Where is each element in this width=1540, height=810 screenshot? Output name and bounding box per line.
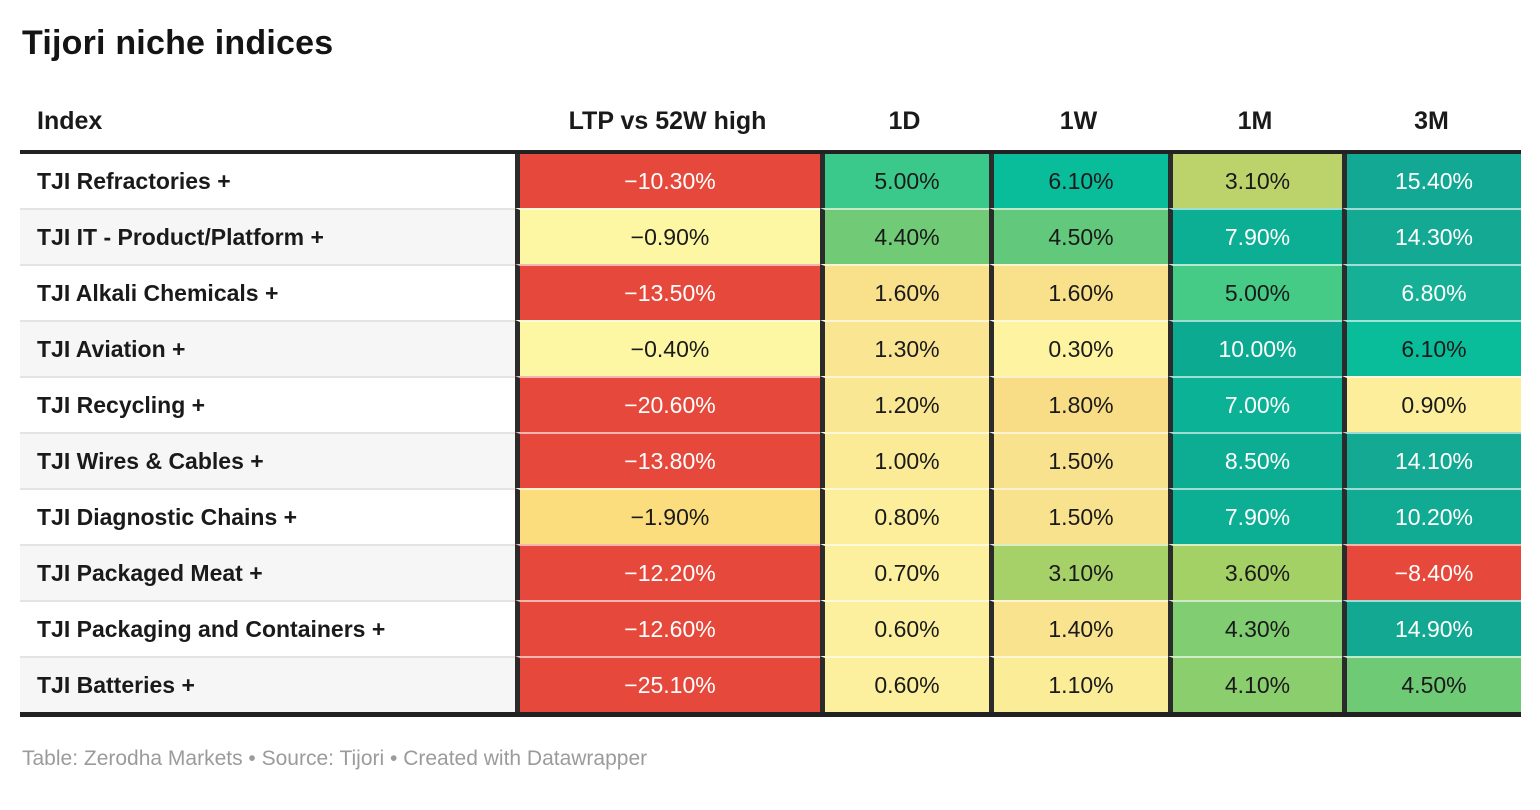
- value-cell: 1.10%: [989, 656, 1168, 712]
- index-cell: TJI Aviation +: [20, 320, 515, 376]
- value-cell: 6.80%: [1342, 264, 1521, 320]
- column-header-ltp-vs-52w-high: LTP vs 52W high: [515, 107, 820, 154]
- page: Tijori niche indices Index LTP vs 52W hig…: [20, 24, 1521, 770]
- value-cell: 6.10%: [1342, 320, 1521, 376]
- value-cell: 4.30%: [1168, 600, 1342, 656]
- value-cell: 1.50%: [989, 488, 1168, 544]
- value-cell: −20.60%: [515, 376, 820, 432]
- value-cell: 3.10%: [1168, 154, 1342, 208]
- table-footer-attribution: Table: Zerodha Markets • Source: Tijori …: [22, 747, 648, 770]
- value-cell: 4.50%: [1342, 656, 1521, 712]
- value-cell: −0.40%: [515, 320, 820, 376]
- column-header-3m: 3M: [1342, 107, 1521, 154]
- value-cell: 8.50%: [1168, 432, 1342, 488]
- index-cell: TJI Refractories +: [20, 154, 515, 208]
- value-cell: 1.80%: [989, 376, 1168, 432]
- value-cell: 0.90%: [1342, 376, 1521, 432]
- index-cell: TJI Packaging and Containers +: [20, 600, 515, 656]
- value-cell: 1.60%: [820, 264, 989, 320]
- index-cell: TJI Batteries +: [20, 656, 515, 712]
- value-cell: 4.50%: [989, 208, 1168, 264]
- value-cell: −8.40%: [1342, 544, 1521, 600]
- value-cell: −12.20%: [515, 544, 820, 600]
- value-cell: 14.30%: [1342, 208, 1521, 264]
- value-cell: 7.00%: [1168, 376, 1342, 432]
- value-cell: 14.10%: [1342, 432, 1521, 488]
- value-cell: 3.60%: [1168, 544, 1342, 600]
- value-cell: 0.70%: [820, 544, 989, 600]
- index-cell: TJI IT - Product/Platform +: [20, 208, 515, 264]
- value-cell: 0.60%: [820, 600, 989, 656]
- value-cell: 5.00%: [820, 154, 989, 208]
- value-cell: 1.60%: [989, 264, 1168, 320]
- value-cell: 1.20%: [820, 376, 989, 432]
- column-header-1m: 1M: [1168, 107, 1342, 154]
- column-header-index: Index: [20, 107, 515, 154]
- value-cell: −13.50%: [515, 264, 820, 320]
- value-cell: 7.90%: [1168, 208, 1342, 264]
- value-cell: −12.60%: [515, 600, 820, 656]
- value-cell: 0.80%: [820, 488, 989, 544]
- value-cell: 1.00%: [820, 432, 989, 488]
- value-cell: 1.40%: [989, 600, 1168, 656]
- value-cell: 4.10%: [1168, 656, 1342, 712]
- value-cell: −13.80%: [515, 432, 820, 488]
- value-cell: 5.00%: [1168, 264, 1342, 320]
- value-cell: 6.10%: [989, 154, 1168, 208]
- index-cell: TJI Recycling +: [20, 376, 515, 432]
- value-cell: −10.30%: [515, 154, 820, 208]
- value-cell: 4.40%: [820, 208, 989, 264]
- value-cell: −0.90%: [515, 208, 820, 264]
- page-title: Tijori niche indices: [22, 24, 334, 62]
- index-cell: TJI Diagnostic Chains +: [20, 488, 515, 544]
- value-cell: 1.50%: [989, 432, 1168, 488]
- value-cell: 0.30%: [989, 320, 1168, 376]
- value-cell: 0.60%: [820, 656, 989, 712]
- index-cell: TJI Packaged Meat +: [20, 544, 515, 600]
- value-cell: 15.40%: [1342, 154, 1521, 208]
- index-cell: TJI Alkali Chemicals +: [20, 264, 515, 320]
- column-header-1d: 1D: [820, 107, 989, 154]
- value-cell: −25.10%: [515, 656, 820, 712]
- value-cell: 3.10%: [989, 544, 1168, 600]
- value-cell: 10.20%: [1342, 488, 1521, 544]
- value-cell: 10.00%: [1168, 320, 1342, 376]
- value-cell: −1.90%: [515, 488, 820, 544]
- value-cell: 14.90%: [1342, 600, 1521, 656]
- column-header-1w: 1W: [989, 107, 1168, 154]
- value-cell: 1.30%: [820, 320, 989, 376]
- indices-table: Index LTP vs 52W high 1D 1W 1M 3M TJI Refracto…: [20, 107, 1521, 717]
- value-cell: 7.90%: [1168, 488, 1342, 544]
- index-cell: TJI Wires & Cables +: [20, 432, 515, 488]
